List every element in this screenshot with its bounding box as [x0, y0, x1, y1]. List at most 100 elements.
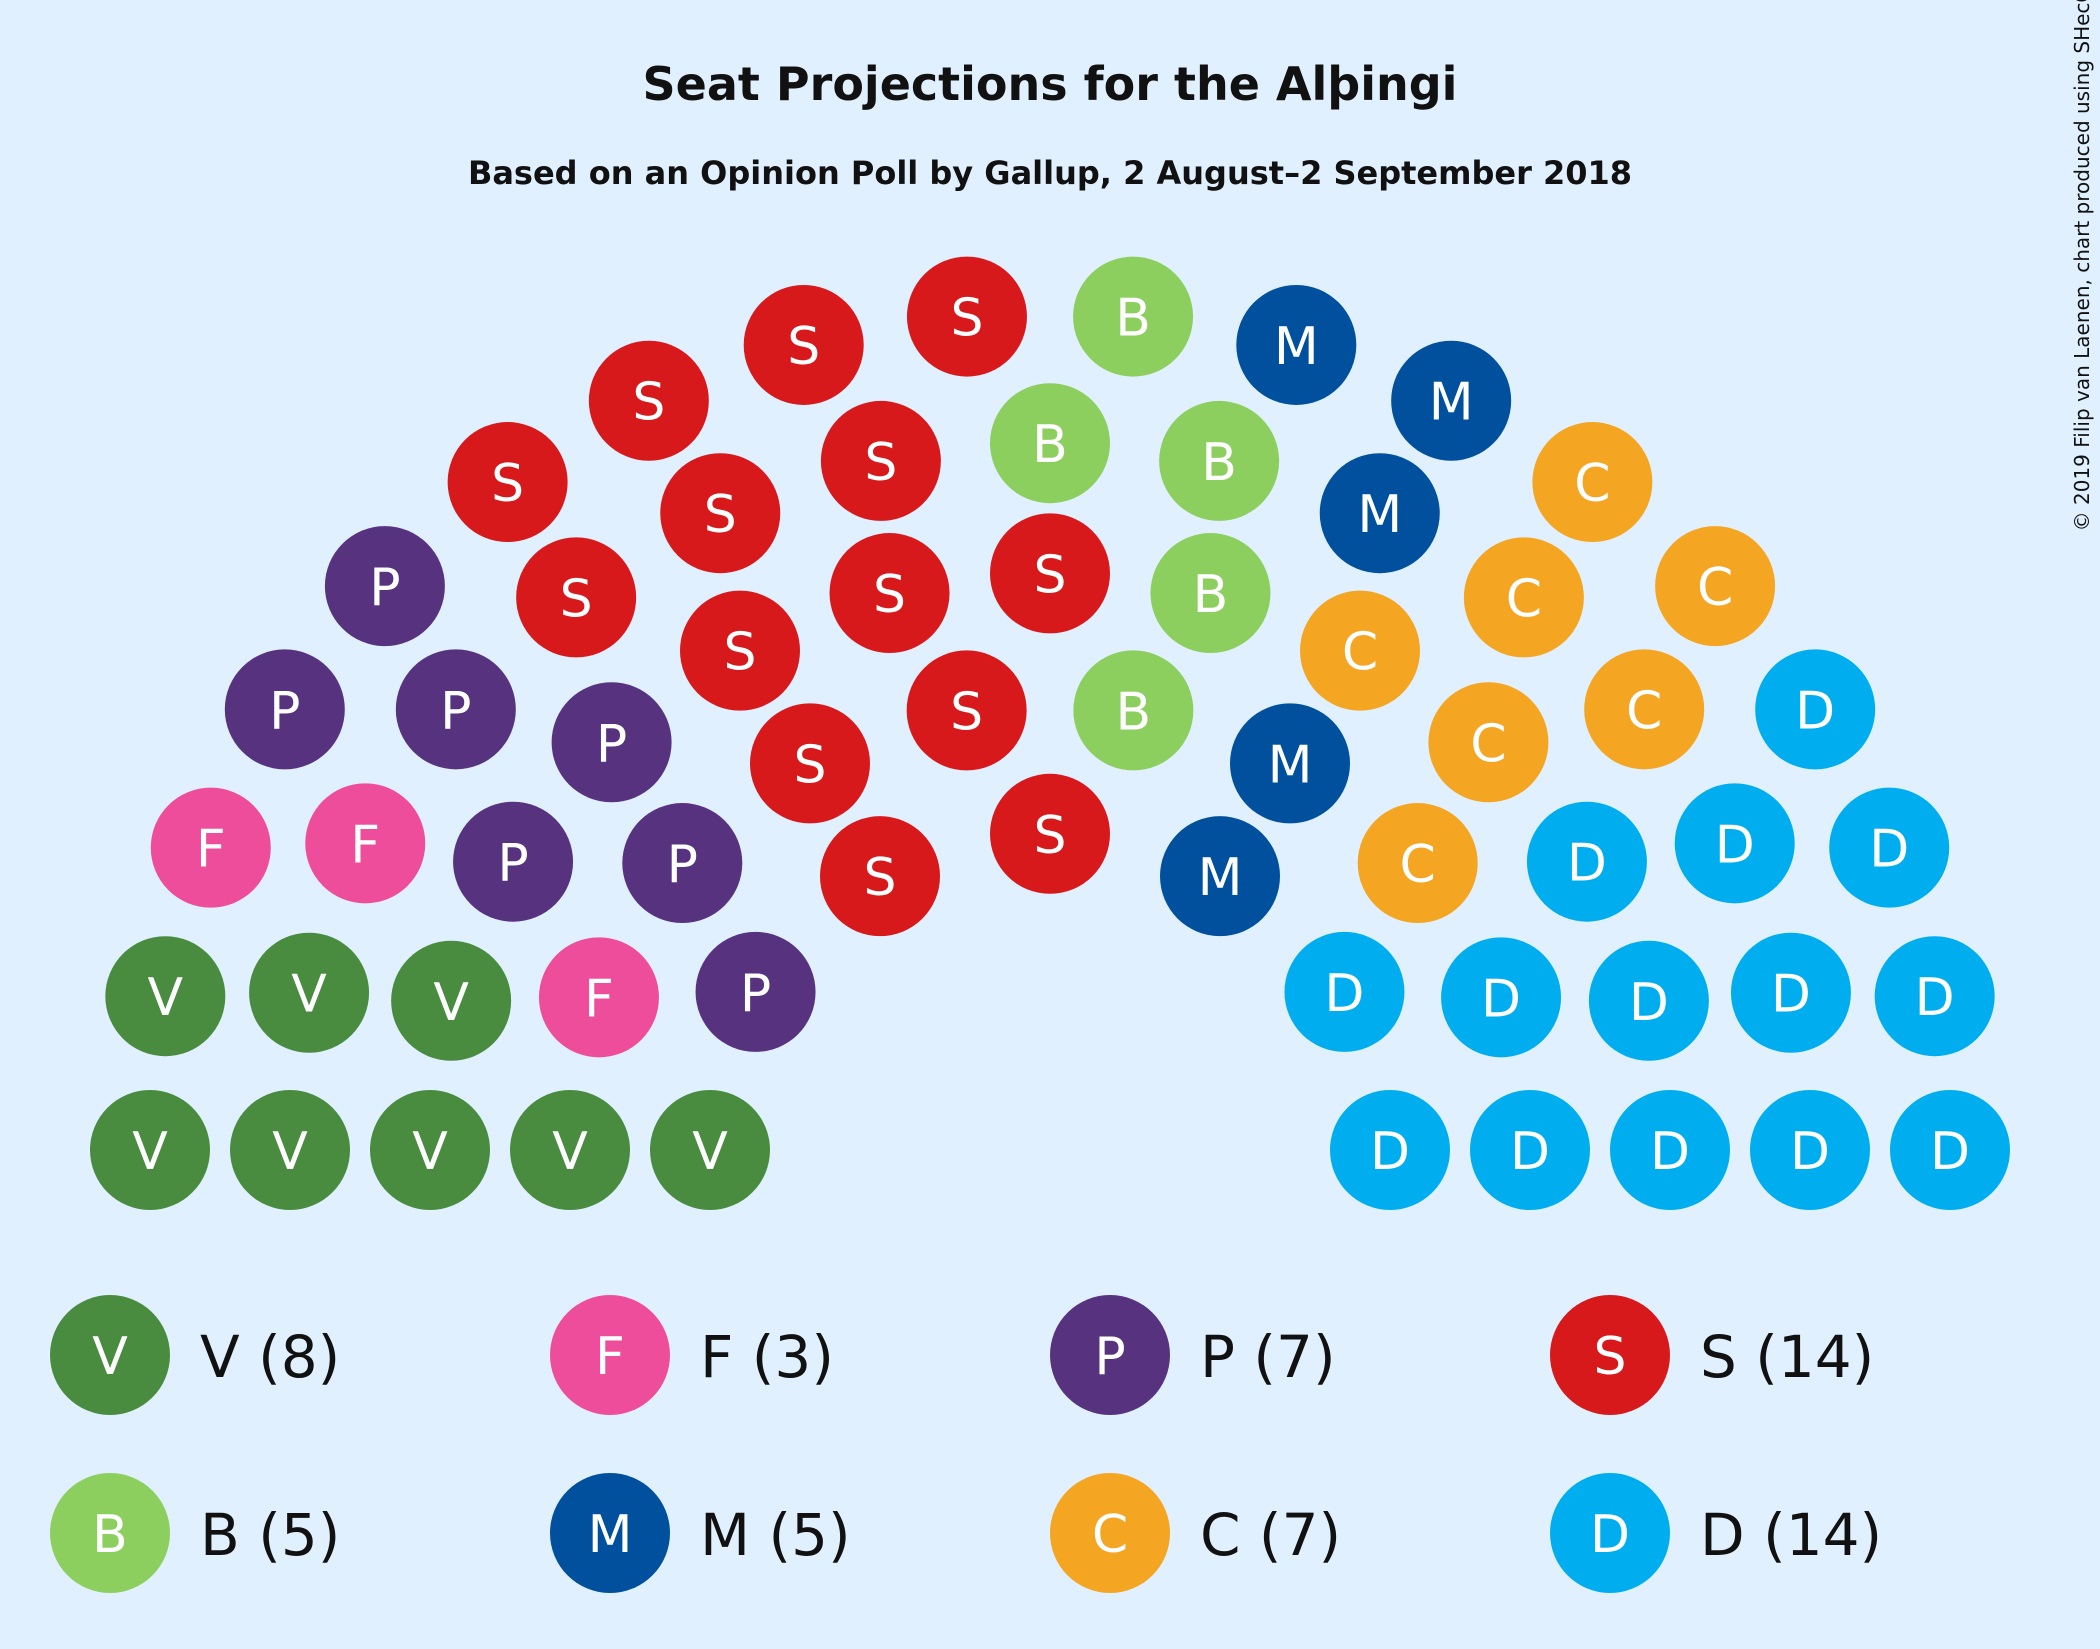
seat-label: B — [1116, 682, 1152, 742]
seat-label: S — [632, 373, 665, 433]
seat — [990, 513, 1110, 634]
seat — [750, 703, 870, 824]
seat-label: M — [1429, 373, 1474, 433]
credit: © 2019 Filip van Laenen, chart produced … — [2070, 0, 2094, 531]
seat-label: D — [1930, 1122, 1970, 1182]
legend-swatch-label: C — [1092, 1505, 1128, 1565]
seat — [1750, 1090, 1870, 1210]
seat — [1236, 284, 1357, 405]
seat-label: P — [440, 681, 471, 741]
seat — [1300, 590, 1420, 711]
seat-label: D — [1650, 1122, 1690, 1182]
seat — [395, 649, 516, 770]
seat — [906, 650, 1027, 771]
legend-swatch-label: P — [1094, 1327, 1125, 1387]
seat-label: D — [1567, 834, 1607, 894]
legend-label: M (5) — [700, 1501, 851, 1569]
legend-label: P (7) — [1200, 1323, 1336, 1391]
seat-label: C — [1470, 714, 1506, 774]
seat — [1230, 703, 1350, 824]
seat-label: C — [1400, 835, 1436, 895]
seat-label: S — [491, 454, 524, 514]
seat — [249, 932, 370, 1053]
seat — [906, 256, 1027, 377]
seat — [990, 773, 1110, 894]
seat — [105, 936, 226, 1057]
seat-label: V — [148, 968, 184, 1028]
seat-label: P — [497, 834, 528, 894]
seat-label: V — [272, 1122, 308, 1182]
seat — [305, 783, 426, 904]
seat-label: D — [1324, 964, 1364, 1024]
seat-label: D — [1481, 969, 1521, 1029]
seat — [1584, 649, 1705, 770]
seat — [660, 453, 781, 574]
seat-label: S — [873, 565, 906, 625]
seat-label: S — [863, 848, 896, 908]
seat — [1441, 937, 1562, 1058]
seat — [622, 803, 743, 924]
seat — [1532, 422, 1653, 543]
legend-swatch — [1050, 1473, 1170, 1593]
seat — [1159, 400, 1280, 521]
seat — [453, 801, 574, 922]
legend-label: D (14) — [1700, 1501, 1882, 1569]
legend-label: S (14) — [1700, 1323, 1874, 1391]
seat — [1674, 783, 1795, 904]
seat — [538, 937, 659, 1058]
seat — [150, 787, 271, 908]
seat — [1150, 533, 1271, 654]
legend-label: C (7) — [1200, 1501, 1341, 1569]
legend-swatch — [1550, 1295, 1670, 1415]
seat-label: F — [350, 815, 380, 875]
seat-label: V — [433, 973, 469, 1033]
seat-label: M — [1357, 485, 1402, 545]
legend-swatch-label: B — [92, 1505, 128, 1565]
seat-label: P — [269, 681, 300, 741]
legend-swatch-label: V — [92, 1327, 128, 1387]
seat-label: D — [1915, 968, 1955, 1028]
seat-label: C — [1626, 681, 1662, 741]
legend-label: B (5) — [200, 1501, 340, 1569]
seat-label: B — [1032, 415, 1068, 475]
legend-swatch — [1050, 1295, 1170, 1415]
seat-label: B — [1193, 565, 1229, 625]
seat — [1655, 526, 1776, 647]
seat-label: F — [584, 969, 614, 1029]
seat — [1319, 453, 1440, 574]
seat-label: D — [1795, 681, 1835, 741]
seat-label: S — [950, 289, 983, 349]
seat — [588, 340, 709, 461]
seat — [1874, 936, 1995, 1057]
legend-label: F (3) — [700, 1323, 834, 1391]
seat-label: S — [1033, 806, 1066, 866]
legend-swatch — [1550, 1473, 1670, 1593]
seat-label: D — [1370, 1122, 1410, 1182]
seat-label: D — [1869, 820, 1909, 880]
seat-label: B — [1201, 433, 1237, 493]
seat — [324, 526, 445, 647]
seat — [1463, 537, 1584, 658]
seat — [1391, 340, 1512, 461]
seat-label: P — [667, 835, 698, 895]
legend-swatch — [50, 1473, 170, 1593]
chart-subtitle: Based on an Opinion Poll by Gallup, 2 Au… — [468, 154, 1632, 192]
seat — [829, 533, 950, 654]
seat — [90, 1090, 210, 1210]
seat — [1829, 787, 1950, 908]
seat — [510, 1090, 630, 1210]
seat-label: C — [1697, 558, 1733, 618]
seat — [1428, 682, 1549, 803]
seat-label: S — [793, 735, 826, 795]
seat — [650, 1090, 770, 1210]
seat-label: S — [787, 317, 820, 377]
seat-label: P — [369, 558, 400, 618]
seat — [551, 682, 672, 803]
legend-swatch-label: M — [588, 1505, 633, 1565]
seat-label: S — [1033, 545, 1066, 605]
seat — [990, 383, 1110, 504]
seat-label: M — [1268, 735, 1313, 795]
seat-label: C — [1342, 623, 1378, 683]
seat-label: C — [1506, 569, 1542, 629]
